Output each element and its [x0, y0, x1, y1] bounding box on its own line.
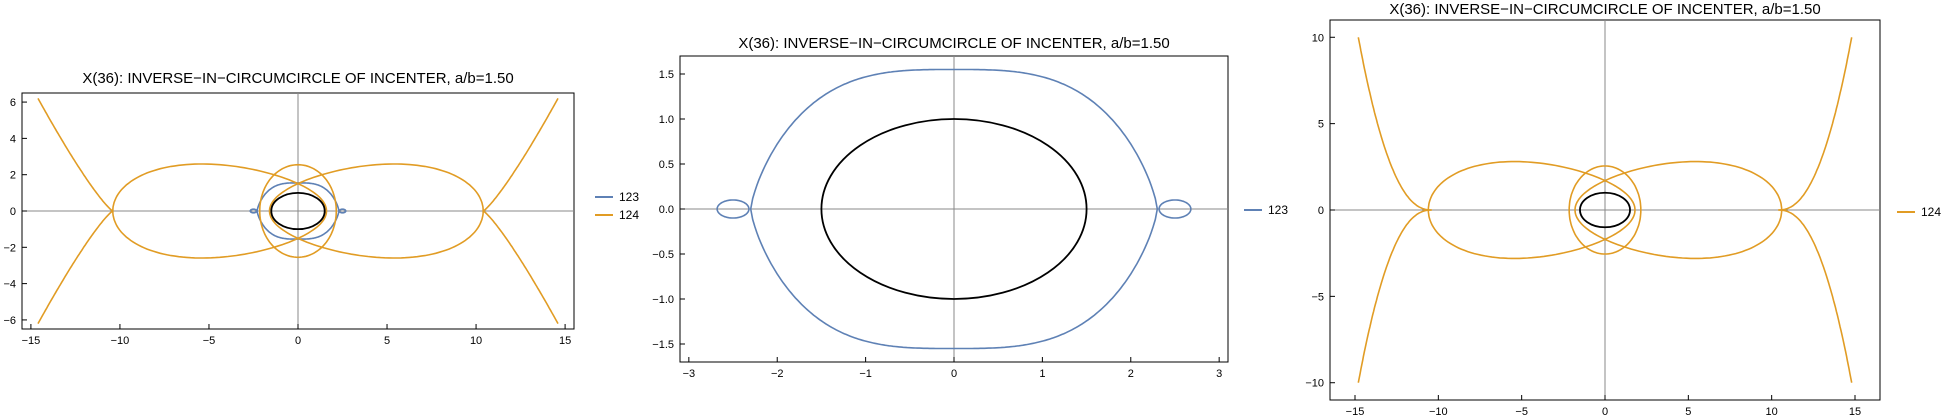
x-tick-label: −5 — [203, 335, 216, 347]
plot-area — [716, 68, 1192, 350]
series-124-curve — [482, 98, 559, 212]
plot-area — [37, 98, 559, 324]
series-124-curve — [37, 210, 114, 324]
x-tick-label: 10 — [470, 335, 482, 347]
x-tick-label: −1 — [859, 368, 872, 380]
legend-label-124: 124 — [619, 208, 639, 222]
x-tick-label: 10 — [1766, 406, 1778, 418]
legend-label-123: 123 — [619, 190, 639, 204]
x-tick-label: −15 — [22, 335, 41, 347]
series-123-curve — [749, 208, 1159, 350]
x-tick-label: 5 — [384, 335, 390, 347]
y-tick-label: −6 — [3, 315, 16, 327]
x-tick-label: −15 — [1346, 406, 1365, 418]
series-124-curve — [1357, 37, 1432, 211]
series-123-curve — [749, 68, 1159, 210]
series-123-curve — [338, 208, 347, 214]
y-tick-label: 4 — [10, 133, 16, 145]
series-124-curve — [1778, 37, 1853, 211]
legend-label-124: 124 — [1921, 205, 1941, 219]
y-tick-label: 1.0 — [659, 114, 674, 126]
series-124-curve — [1574, 160, 1783, 260]
series-124-curve — [1778, 209, 1853, 383]
series-124-curve — [268, 163, 484, 259]
series-124-curve — [482, 210, 559, 324]
chart-3-title: X(36): INVERSE−IN−CIRCUMCIRCLE OF INCENT… — [1389, 1, 1820, 18]
y-tick-label: 0.0 — [659, 204, 674, 216]
x-tick-label: 15 — [559, 335, 571, 347]
series-124-curve — [1357, 209, 1432, 383]
y-tick-label: 0 — [1318, 205, 1324, 217]
y-tick-label: −1.0 — [652, 294, 674, 306]
chart-1-title: X(36): INVERSE−IN−CIRCUMCIRCLE OF INCENT… — [82, 70, 513, 87]
reference-ellipse — [1579, 191, 1631, 229]
y-tick-label: −2 — [3, 242, 16, 254]
y-tick-label: 2 — [10, 170, 16, 182]
y-tick-label: 6 — [10, 97, 16, 109]
y-tick-label: 0 — [10, 206, 16, 218]
x-tick-label: −10 — [111, 335, 130, 347]
y-tick-label: −0.5 — [652, 249, 674, 261]
x-tick-label: 1 — [1039, 368, 1045, 380]
x-tick-label: 3 — [1216, 368, 1222, 380]
x-tick-label: −2 — [771, 368, 784, 380]
reference-ellipse — [270, 191, 326, 231]
x-tick-label: 0 — [951, 368, 957, 380]
plot-area — [1357, 37, 1853, 383]
series-124-curve — [258, 163, 338, 259]
x-tick-label: 0 — [295, 335, 301, 347]
series-123-curve — [1158, 199, 1192, 219]
x-tick-label: −3 — [683, 368, 696, 380]
x-tick-label: −5 — [1515, 406, 1528, 418]
series-123-curve — [249, 208, 258, 214]
y-tick-label: −5 — [1311, 291, 1324, 303]
x-tick-label: 15 — [1849, 406, 1861, 418]
chart-2-title: X(36): INVERSE−IN−CIRCUMCIRCLE OF INCENT… — [738, 35, 1169, 52]
chart-1: −15 −10 −5 0 5 10 15 −6 −4 −2 0 2 4 6 123 124 — [3, 92, 639, 347]
x-tick-label: 2 — [1128, 368, 1134, 380]
y-tick-label: −10 — [1305, 378, 1324, 390]
y-tick-label: 0.5 — [659, 159, 674, 171]
series-123-curve — [716, 199, 750, 219]
series-124-curve — [1568, 165, 1642, 255]
y-tick-label: −1.5 — [652, 339, 674, 351]
y-tick-label: 5 — [1318, 119, 1324, 131]
chart-3: −15 −10 −5 0 5 10 15 −10 −5 0 5 10 124 — [1305, 19, 1941, 418]
y-tick-label: −4 — [3, 279, 16, 291]
x-tick-label: 0 — [1602, 406, 1608, 418]
x-tick-label: −10 — [1429, 406, 1448, 418]
y-tick-label: 10 — [1312, 32, 1324, 44]
series-124-curve — [37, 98, 114, 212]
legend-label-123: 123 — [1268, 203, 1288, 217]
y-tick-label: 1.5 — [659, 69, 674, 81]
x-tick-label: 5 — [1685, 406, 1691, 418]
reference-ellipse — [820, 118, 1088, 300]
